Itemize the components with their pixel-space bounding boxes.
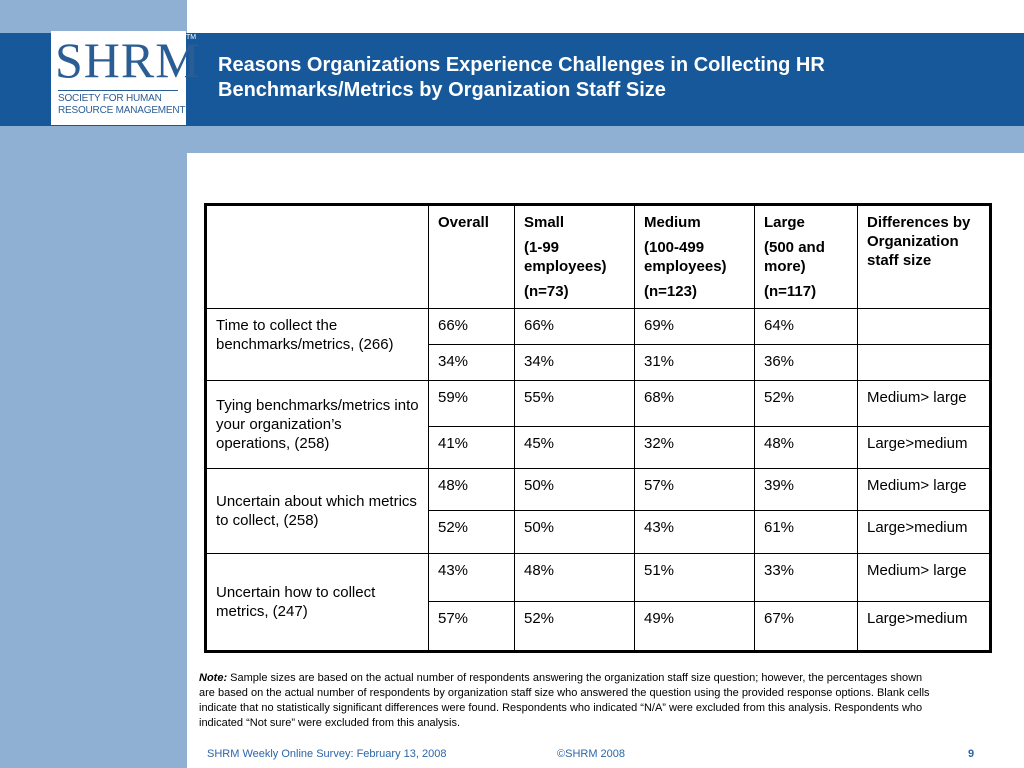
cell-small: 55% <box>514 380 635 427</box>
header-small-n: (n=73) <box>524 283 569 300</box>
footer-source: SHRM Weekly Online Survey: February 13, … <box>207 748 447 760</box>
cell-large: 64% <box>754 308 858 345</box>
cell-large: 39% <box>754 468 858 511</box>
cell-overall: 43% <box>428 553 515 602</box>
logo-line-2: RESOURCE MANAGEMENT <box>58 105 186 116</box>
table-row: Tying benchmarks/metrics into your organ… <box>205 380 991 469</box>
cell-differences <box>857 308 991 345</box>
row-label: Uncertain about which metrics to collect… <box>205 468 429 554</box>
table-row: Uncertain how to collect metrics, (247) … <box>205 553 991 652</box>
cell-overall: 57% <box>428 601 515 652</box>
cell-large: 52% <box>754 380 858 427</box>
note-label: Note: <box>199 672 228 684</box>
cell-overall: 48% <box>428 468 515 511</box>
cell-large: 67% <box>754 601 858 652</box>
logo-trademark: TM <box>186 34 197 41</box>
logo-line-1: SOCIETY FOR HUMAN <box>58 93 162 104</box>
page-number: 9 <box>968 748 975 760</box>
header-overall: Overall <box>428 204 515 309</box>
header-medium-n: (n=123) <box>644 283 697 300</box>
logo-mark: SHRM <box>55 32 201 88</box>
cell-differences: Medium> large <box>857 468 991 511</box>
cell-overall: 59% <box>428 380 515 427</box>
cell-overall: 41% <box>428 426 515 469</box>
table-row: 34% 34% 31% 36% <box>206 344 991 381</box>
cell-medium: 31% <box>634 344 755 381</box>
header-small: Small (1-99 employees) (n=73) <box>514 204 635 309</box>
cell-medium: 68% <box>634 380 755 427</box>
cell-overall: 52% <box>428 510 515 554</box>
cell-medium: 43% <box>634 510 755 554</box>
header-row: Overall Small (1-99 employees) (n=73) Me… <box>205 204 991 309</box>
table-row: 57% 52% 49% 67% Large>medium <box>206 601 991 652</box>
header-small-range: (1-99 employees) <box>524 239 607 275</box>
table-row: Time to collect the benchmarks/metrics, … <box>205 308 991 381</box>
header-medium-name: Medium <box>644 214 701 231</box>
cell-small: 34% <box>514 344 635 381</box>
header-large-name: Large <box>764 214 805 231</box>
cell-overall: 34% <box>428 344 515 381</box>
header-band <box>187 126 1024 153</box>
cell-small: 50% <box>514 468 635 511</box>
header-large-range: (500 and more) <box>764 239 825 275</box>
cell-differences: Medium> large <box>857 553 991 602</box>
row-label: Time to collect the benchmarks/metrics, … <box>205 308 429 381</box>
cell-small: 52% <box>514 601 635 652</box>
note-text: Sample sizes are based on the actual num… <box>199 672 930 729</box>
logo-subtitle: SOCIETY FOR HUMAN RESOURCE MANAGEMENT <box>58 93 186 117</box>
cell-differences: Medium> large <box>857 380 991 427</box>
cell-medium: 51% <box>634 553 755 602</box>
header-empty <box>205 204 429 309</box>
cell-differences <box>857 344 991 381</box>
cell-small: 50% <box>514 510 635 554</box>
footer-copyright: ©SHRM 2008 <box>557 748 626 760</box>
cell-medium: 57% <box>634 468 755 511</box>
cell-small: 66% <box>514 308 635 345</box>
header-medium-range: (100-499 employees) <box>644 239 727 275</box>
header-large-n: (n=117) <box>764 283 817 300</box>
table-row: Uncertain about which metrics to collect… <box>205 468 991 554</box>
cell-large: 36% <box>754 344 858 381</box>
logo-rule <box>58 90 178 91</box>
cell-differences: Large>medium <box>857 601 991 652</box>
header-medium: Medium (100-499 employees) (n=123) <box>634 204 755 309</box>
cell-small: 48% <box>514 553 635 602</box>
header-differences: Differences by Organization staff size <box>857 204 991 309</box>
cell-large: 48% <box>754 426 858 469</box>
header-large: Large (500 and more) (n=117) <box>754 204 858 309</box>
cell-medium: 69% <box>634 308 755 345</box>
row-label: Uncertain how to collect metrics, (247) <box>205 553 429 652</box>
shrm-logo: SHRM SOCIETY FOR HUMAN RESOURCE MANAGEME… <box>51 31 200 125</box>
sidebar-panel <box>0 0 187 768</box>
cell-large: 61% <box>754 510 858 554</box>
results-table: Overall Small (1-99 employees) (n=73) Me… <box>204 203 992 653</box>
footnote: Note: Sample sizes are based on the actu… <box>199 671 939 731</box>
row-label: Tying benchmarks/metrics into your organ… <box>205 380 429 469</box>
cell-medium: 32% <box>634 426 755 469</box>
cell-large: 33% <box>754 553 858 602</box>
header-small-name: Small <box>524 214 565 231</box>
slide-title: Reasons Organizations Experience Challen… <box>218 54 825 101</box>
cell-small: 45% <box>514 426 635 469</box>
cell-overall: 66% <box>428 308 515 345</box>
cell-differences: Large>medium <box>857 426 991 469</box>
table-row: 52% 50% 43% 61% Large>medium <box>206 510 991 554</box>
table-row: 41% 45% 32% 48% Large>medium <box>206 426 991 469</box>
cell-medium: 49% <box>634 601 755 652</box>
cell-differences: Large>medium <box>857 510 991 554</box>
